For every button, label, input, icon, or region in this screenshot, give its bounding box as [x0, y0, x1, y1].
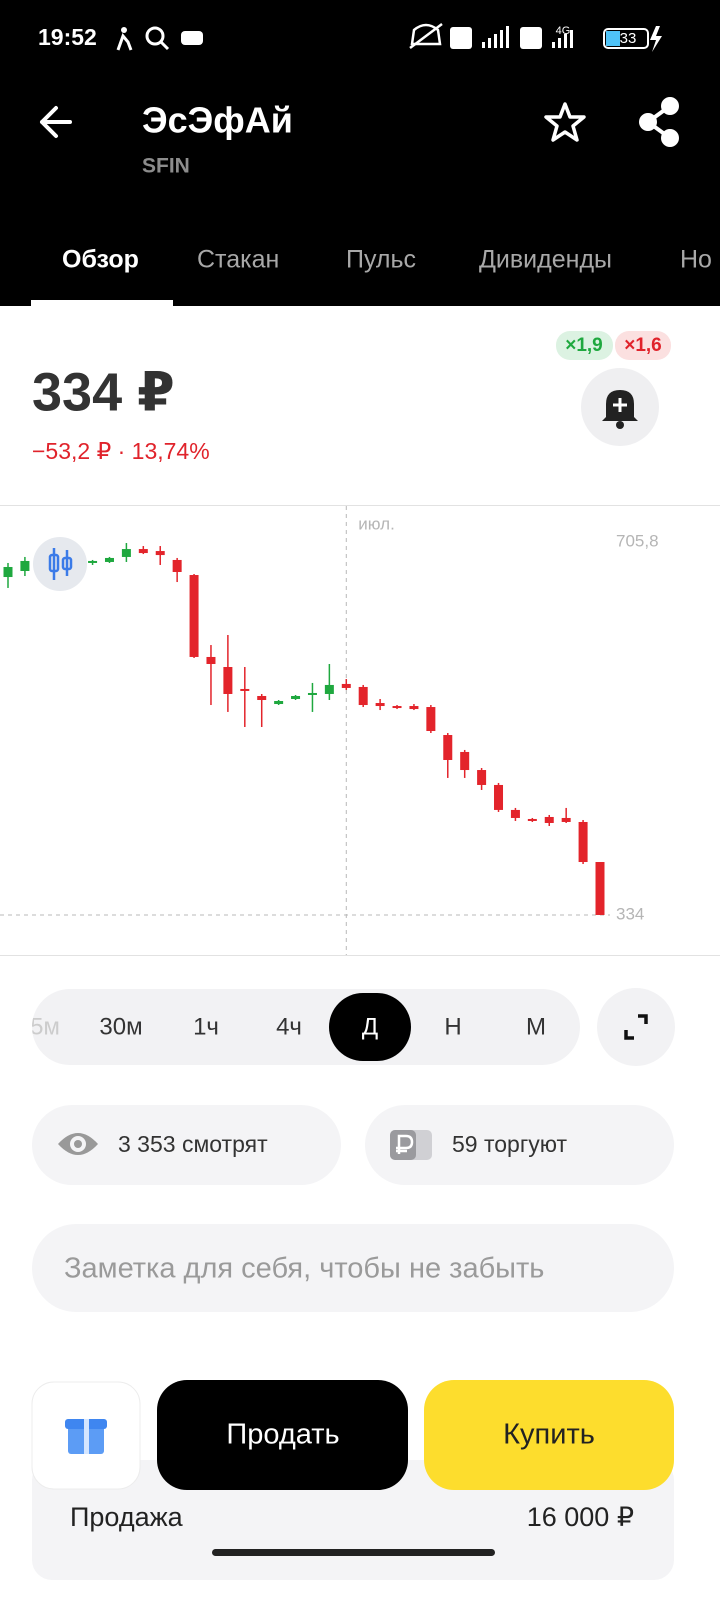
candle-body: [257, 695, 267, 701]
candle-body: [426, 707, 436, 732]
badge-long-bg: [556, 331, 613, 360]
candle-body: [494, 784, 504, 810]
back-button[interactable]: [40, 106, 72, 138]
candle-body: [477, 770, 487, 785]
candle-body: [324, 684, 334, 694]
y-tick-label: 334: [616, 904, 644, 923]
candle-body: [20, 560, 30, 572]
candle-body: [460, 751, 470, 771]
candle-body: [341, 683, 351, 688]
status-battery: 33: [620, 30, 637, 47]
tab[interactable]: Пульс: [346, 246, 416, 274]
fullscreen-button[interactable]: [597, 988, 675, 1066]
timeframe-bar: [32, 989, 580, 1065]
traders-pill: [365, 1105, 674, 1185]
candle-body: [392, 706, 402, 709]
candle-body: [206, 656, 216, 664]
candle-body: [527, 818, 537, 821]
candle-body: [443, 735, 453, 760]
candle-body: [240, 688, 250, 691]
tab[interactable]: Дивиденды: [479, 246, 612, 274]
home-indicator: [212, 1549, 495, 1556]
tab[interactable]: Стакан: [197, 246, 279, 274]
timeframe[interactable]: 30м: [99, 1013, 142, 1040]
note-input[interactable]: [32, 1224, 674, 1312]
candle-body: [544, 816, 554, 823]
watchers-pill: [32, 1105, 341, 1185]
status-icons-right: [409, 23, 662, 52]
order-label: Продажа: [70, 1502, 184, 1532]
candle-body: [291, 695, 301, 700]
buy-button[interactable]: [424, 1380, 674, 1490]
order-amount: 16 000 ₽: [527, 1502, 634, 1532]
favorite-button[interactable]: [544, 102, 586, 142]
status-time: 19:52: [38, 24, 97, 50]
candle-body: [138, 549, 148, 554]
candle-body: [409, 706, 419, 710]
price-change: −53,2 ₽ · 13,74%: [32, 438, 210, 464]
candle-body: [223, 667, 233, 694]
candle-body: [104, 557, 114, 562]
timeframe[interactable]: Д: [362, 1013, 378, 1040]
candlestick-chart: 705,8 334 июл.: [0, 506, 659, 955]
tab[interactable]: Но: [680, 246, 712, 274]
candle-body: [578, 821, 588, 863]
timeframe[interactable]: 4ч: [276, 1013, 302, 1040]
ruble-card-icon: [390, 1130, 432, 1160]
tab[interactable]: Обзор: [62, 246, 139, 274]
timeframe-active-bg: [329, 993, 411, 1061]
status-icons-left: [116, 26, 203, 51]
badge-short-bg: [615, 331, 671, 360]
candle-body: [595, 862, 605, 915]
timeframe[interactable]: 5м: [30, 1013, 60, 1040]
badge-long: ×1,9: [565, 335, 603, 356]
alert-button[interactable]: [581, 368, 659, 446]
tab-indicator: [31, 300, 173, 306]
sell-label: Продать: [226, 1419, 339, 1451]
x-tick-label: июл.: [358, 514, 395, 533]
instrument-title: ЭсЭфАй: [142, 100, 293, 141]
timeframe[interactable]: 1ч: [193, 1013, 219, 1040]
tab-bar: Обзор Стакан Пульс Дивиденды Но: [31, 246, 712, 306]
share-button[interactable]: [639, 97, 679, 147]
instrument-ticker: SFIN: [142, 155, 190, 178]
timeframe-group: 5м 30м 1ч 4ч Д Н М: [30, 993, 546, 1061]
candle-body: [358, 686, 368, 706]
timeframe[interactable]: М: [526, 1013, 546, 1040]
candle-body: [3, 566, 13, 578]
candle-body: [510, 809, 520, 818]
candle-body: [274, 701, 284, 705]
app-header-bg: [0, 0, 720, 306]
candle-body: [121, 549, 131, 557]
badge-short: ×1,6: [624, 335, 662, 356]
timeframe[interactable]: Н: [444, 1013, 461, 1040]
eye-icon: [58, 1133, 98, 1155]
traders-count: 59 торгуют: [452, 1131, 567, 1157]
gift-button[interactable]: [31, 1381, 141, 1490]
candle-body: [561, 817, 571, 822]
y-tick-label: 705,8: [616, 531, 659, 550]
candle-body: [155, 551, 165, 556]
status-network: 4G: [556, 25, 571, 37]
buy-label: Купить: [503, 1419, 595, 1451]
note-placeholder: Заметка для себя, чтобы не забыть: [64, 1253, 544, 1285]
watchers-count: 3 353 смотрят: [118, 1131, 268, 1157]
sell-button[interactable]: [157, 1380, 408, 1490]
candle-body: [88, 560, 98, 563]
price: 334 ₽: [32, 362, 175, 422]
chart-type-button[interactable]: [33, 537, 87, 591]
candle-body: [172, 559, 182, 573]
candle-body: [307, 692, 317, 695]
candle-body: [375, 703, 385, 707]
candle-body: [189, 575, 199, 657]
